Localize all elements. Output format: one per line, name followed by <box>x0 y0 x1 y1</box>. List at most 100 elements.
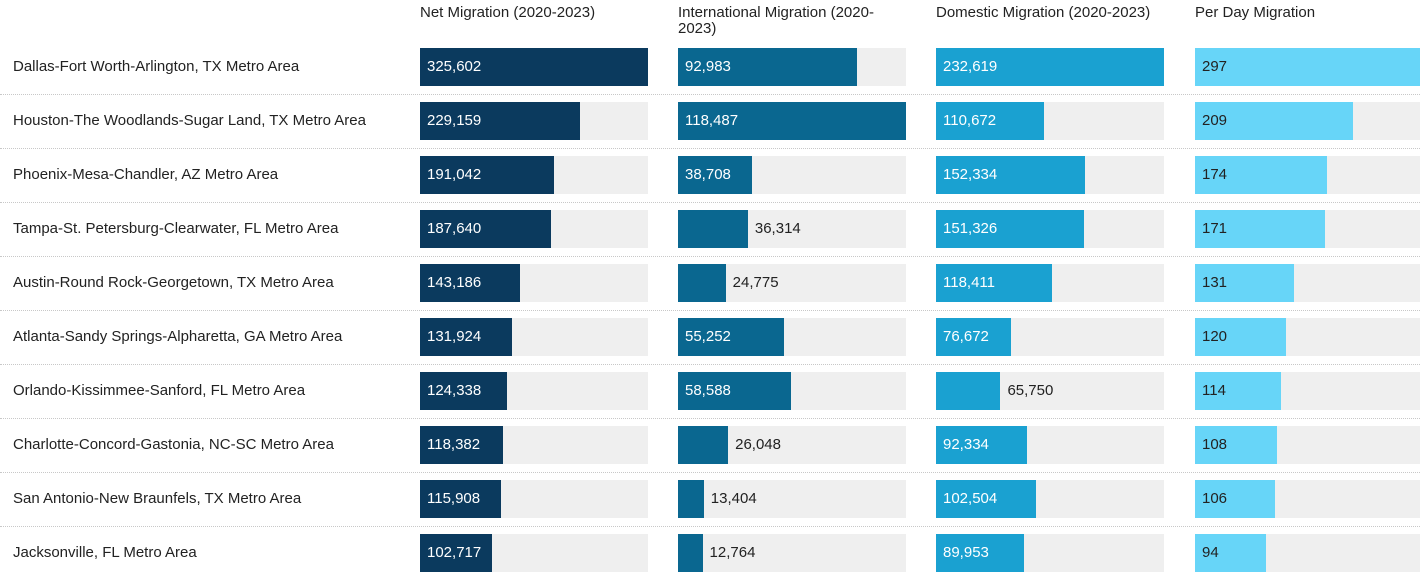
value-label: 174 <box>1202 166 1228 183</box>
bar <box>936 426 1027 464</box>
value-label: 92,334 <box>943 436 989 453</box>
bar <box>936 156 1086 194</box>
bar <box>678 318 785 356</box>
row-label: Dallas-Fort Worth-Arlington, TX Metro Ar… <box>13 58 300 75</box>
bar <box>1195 426 1277 464</box>
value-label: 102,504 <box>943 490 998 507</box>
bar <box>678 264 726 302</box>
value-label: 191,042 <box>427 166 482 183</box>
bar <box>1195 210 1325 248</box>
row-separator <box>0 256 1420 257</box>
bar <box>678 48 857 86</box>
row-separator <box>0 526 1420 527</box>
value-label: 24,775 <box>732 274 779 291</box>
value-label: 102,717 <box>427 544 482 561</box>
column-header: Net Migration (2020-2023) <box>420 4 596 21</box>
bar <box>1195 480 1276 518</box>
column-header: Domestic Migration (2020-2023) <box>936 4 1151 21</box>
value-label: 120 <box>1202 328 1228 345</box>
value-label: 171 <box>1202 220 1228 237</box>
bar <box>420 426 503 464</box>
row-label: Austin-Round Rock-Georgetown, TX Metro A… <box>13 274 334 291</box>
value-label: 143,186 <box>427 274 482 291</box>
bar <box>1195 318 1286 356</box>
row-label: Phoenix-Mesa-Chandler, AZ Metro Area <box>13 166 279 183</box>
value-label: 151,326 <box>943 220 998 237</box>
row-label: Jacksonville, FL Metro Area <box>13 544 197 561</box>
bar <box>936 48 1164 86</box>
bar <box>420 210 552 248</box>
row-label: Charlotte-Concord-Gastonia, NC-SC Metro … <box>13 436 334 453</box>
value-label: 209 <box>1202 112 1228 129</box>
value-label: 36,314 <box>754 220 801 237</box>
value-label: 94 <box>1202 544 1219 561</box>
value-label: 89,953 <box>943 544 989 561</box>
row-label: Atlanta-Sandy Springs-Alpharetta, GA Met… <box>13 328 343 345</box>
value-label: 114 <box>1202 382 1226 399</box>
row-separator <box>0 418 1420 419</box>
value-label: 118,411 <box>943 274 995 291</box>
bar <box>678 102 906 140</box>
value-label: 297 <box>1202 58 1228 75</box>
value-label: 187,640 <box>427 220 482 237</box>
bar <box>1195 48 1420 86</box>
value-label: 108 <box>1202 436 1228 453</box>
bar <box>1195 156 1327 194</box>
row-separator <box>0 202 1420 203</box>
bar-track <box>678 480 906 518</box>
bar <box>420 48 648 86</box>
value-label: 26,048 <box>735 436 781 453</box>
row-separator <box>0 472 1420 473</box>
value-label: 118,382 <box>427 436 481 453</box>
value-label: 110,672 <box>943 112 997 129</box>
bar <box>678 480 704 518</box>
bar <box>420 102 581 140</box>
value-label: 92,983 <box>685 58 731 75</box>
row-label: San Antonio-New Braunfels, TX Metro Area <box>13 490 302 507</box>
bar <box>936 264 1053 302</box>
column-header: Per Day Migration <box>1195 4 1316 21</box>
value-label: 58,588 <box>685 382 731 399</box>
bar <box>678 156 753 194</box>
bar <box>678 372 791 410</box>
value-label: 106 <box>1202 490 1228 507</box>
bar <box>936 318 1012 356</box>
bar <box>678 210 748 248</box>
column-header: International Migration (2020-2023) <box>678 4 874 37</box>
value-label: 115,908 <box>427 490 481 507</box>
bar-track <box>678 534 906 572</box>
bar <box>420 534 492 572</box>
row-label: Tampa-St. Petersburg-Clearwater, FL Metr… <box>13 220 339 237</box>
value-label: 118,487 <box>685 112 739 129</box>
bar <box>1195 534 1267 572</box>
value-label: 13,404 <box>710 490 757 507</box>
value-label: 38,708 <box>685 166 731 183</box>
value-label: 152,334 <box>943 166 998 183</box>
value-label: 229,159 <box>427 112 482 129</box>
bar <box>420 480 502 518</box>
row-separator <box>0 148 1420 149</box>
value-label: 55,252 <box>685 328 731 345</box>
row-label: Houston-The Woodlands-Sugar Land, TX Met… <box>13 112 366 129</box>
bar <box>936 372 1001 410</box>
row-separator <box>0 94 1420 95</box>
value-label: 12,764 <box>709 544 756 561</box>
bar <box>936 102 1045 140</box>
bar <box>936 534 1025 572</box>
value-label: 124,338 <box>427 382 482 399</box>
row-separator <box>0 364 1420 365</box>
bar <box>420 318 513 356</box>
bar <box>420 156 554 194</box>
bar <box>1195 102 1354 140</box>
bar <box>936 480 1037 518</box>
value-label: 65,750 <box>1007 382 1054 399</box>
row-separator <box>0 310 1420 311</box>
bar <box>420 372 508 410</box>
bar <box>936 210 1085 248</box>
bar <box>420 264 521 302</box>
value-label: 131,924 <box>427 328 482 345</box>
bar <box>1195 372 1282 410</box>
value-label: 232,619 <box>943 58 998 75</box>
row-label: Orlando-Kissimmee-Sanford, FL Metro Area <box>13 382 306 399</box>
